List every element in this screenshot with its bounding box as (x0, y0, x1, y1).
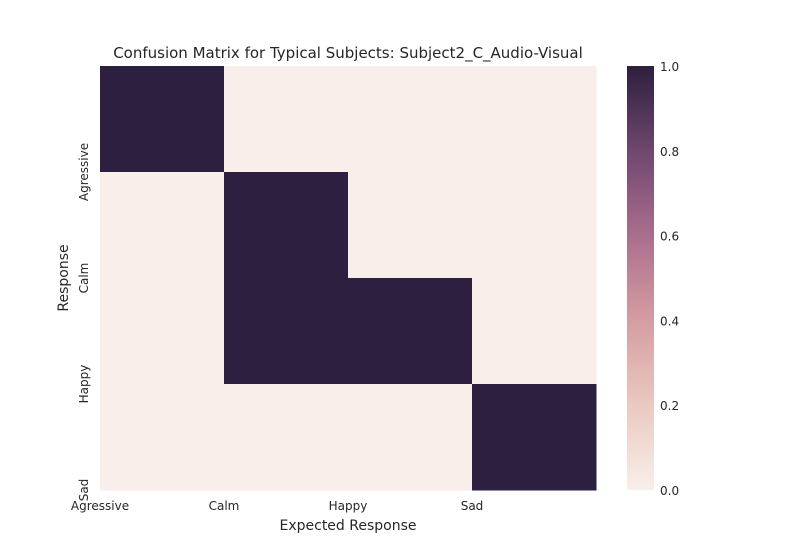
heatmap-cell (348, 66, 473, 173)
colorbar-tick-label: 0.4 (660, 314, 679, 328)
heatmap-cells (100, 66, 597, 491)
heatmap-cell (348, 384, 473, 491)
heatmap-cell (100, 172, 225, 279)
x-tick-label: Sad (461, 499, 484, 513)
heatmap-cell (472, 278, 597, 385)
colorbar-tick-labels: 0.0 0.2 0.4 0.6 0.8 1.0 (660, 60, 679, 498)
heatmap-cell (224, 172, 349, 279)
chart-title: Confusion Matrix for Typical Subjects: S… (113, 44, 583, 63)
heatmap-cell (348, 278, 473, 385)
heatmap-cell (472, 172, 597, 279)
heatmap-cell (100, 384, 225, 491)
y-tick-label: Agressive (77, 143, 91, 201)
colorbar-tick-label: 0.0 (660, 484, 679, 498)
heatmap-cell (348, 172, 473, 279)
x-tick-label: Happy (329, 499, 368, 513)
colorbar-tick-label: 0.2 (660, 399, 679, 413)
colorbar-tick-label: 1.0 (660, 60, 679, 74)
colorbar-tick-label: 0.6 (660, 230, 679, 244)
x-tick-label: Agressive (71, 499, 129, 513)
y-tick-label: Sad (77, 479, 91, 502)
y-axis-label: Response (56, 244, 72, 311)
heatmap-cell (224, 384, 349, 491)
heatmap-cell (224, 66, 349, 173)
x-tick-labels: Agressive Calm Happy Sad (71, 499, 483, 513)
heatmap-cell (100, 278, 225, 385)
colorbar (627, 66, 654, 490)
heatmap-cell (472, 384, 597, 491)
heatmap-cell (100, 66, 225, 173)
heatmap-cell (224, 278, 349, 385)
heatmap-cell (472, 66, 597, 173)
y-tick-label: Calm (77, 263, 91, 294)
y-tick-labels: Agressive Calm Happy Sad (77, 143, 91, 501)
y-tick-label: Happy (77, 365, 91, 404)
x-tick-label: Calm (209, 499, 240, 513)
x-axis-label: Expected Response (279, 518, 416, 534)
colorbar-tick-label: 0.8 (660, 145, 679, 159)
